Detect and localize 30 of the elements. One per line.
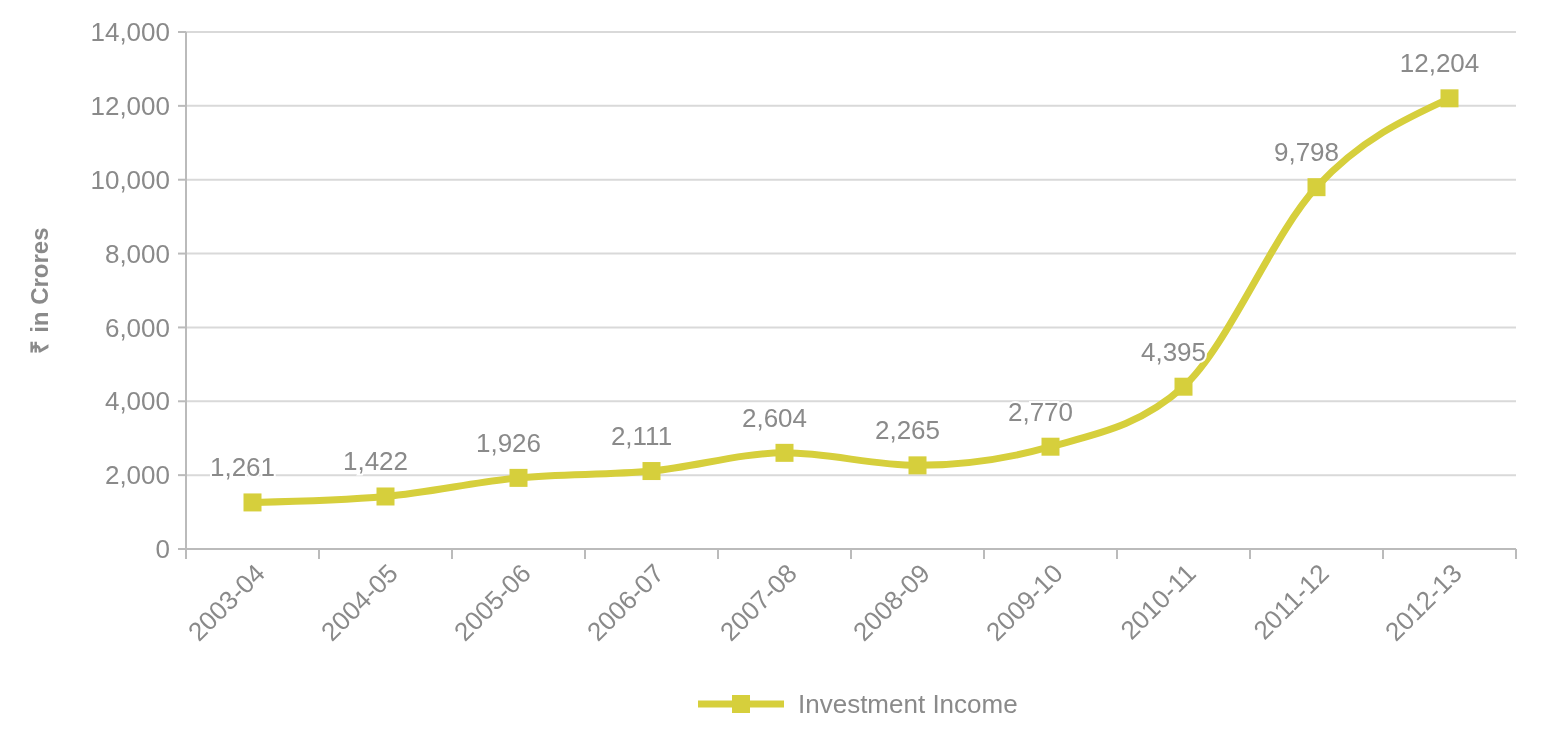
point xyxy=(243,493,262,512)
data-label: 1,926 xyxy=(475,427,542,458)
y-tick-label: 10,000 xyxy=(90,164,170,195)
point xyxy=(509,468,528,487)
data-label: 2,111 xyxy=(610,421,673,452)
y-tick-label: 8,000 xyxy=(104,238,170,269)
y-tick-label: 4,000 xyxy=(104,386,170,417)
point xyxy=(642,462,661,481)
data-label: 9,798 xyxy=(1273,137,1340,168)
y-axis-title: ₹ in Crores xyxy=(26,227,53,354)
point xyxy=(1041,437,1060,456)
data-label: 12,204 xyxy=(1399,48,1480,79)
y-tick-label: 2,000 xyxy=(104,460,170,491)
data-label: 1,261 xyxy=(209,452,276,483)
y-tick-label: 0 xyxy=(155,534,170,565)
point xyxy=(775,443,794,462)
legend-label: Investment Income xyxy=(798,689,1018,720)
point xyxy=(1307,178,1326,197)
point xyxy=(376,487,395,506)
point xyxy=(1440,89,1459,108)
data-label: 2,770 xyxy=(1007,396,1074,427)
data-label: 2,604 xyxy=(741,402,808,433)
y-tick-label: 14,000 xyxy=(90,17,170,48)
data-label: 1,422 xyxy=(342,446,409,477)
data-label: 2,265 xyxy=(874,415,941,446)
data-label: 4,395 xyxy=(1140,336,1207,367)
y-tick-label: 12,000 xyxy=(90,90,170,121)
point xyxy=(1174,377,1193,396)
point xyxy=(908,456,927,475)
y-tick-label: 6,000 xyxy=(104,312,170,343)
